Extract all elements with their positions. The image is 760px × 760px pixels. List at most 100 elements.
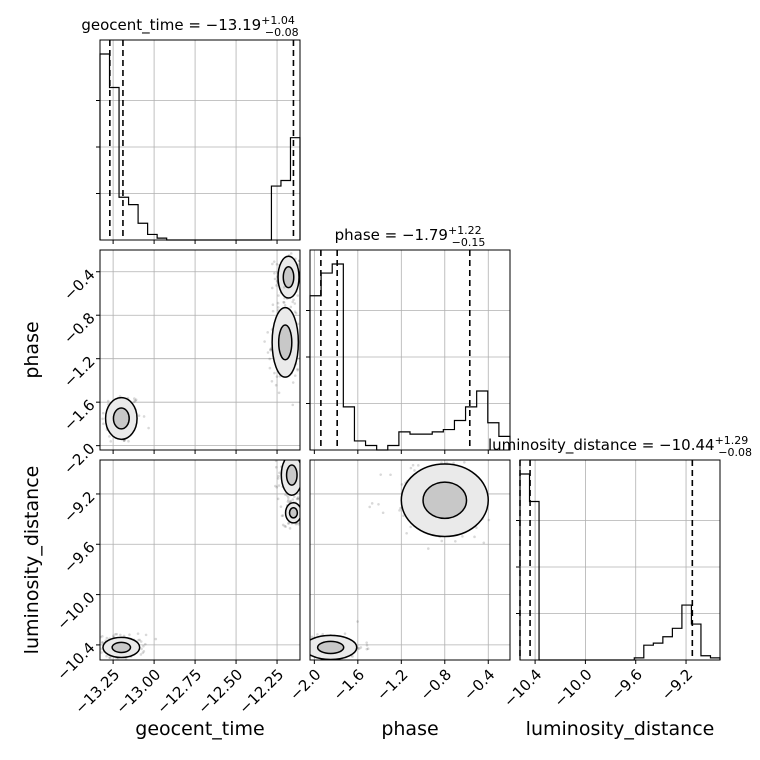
scatter-point (302, 467, 305, 470)
scatter-point (283, 304, 287, 307)
scatter-point (275, 284, 278, 287)
scatter-point (108, 435, 111, 438)
scatter-point (263, 340, 266, 343)
scatter-point (108, 656, 111, 659)
scatter-point (101, 634, 104, 638)
scatter-point (101, 411, 105, 415)
scatter-point (293, 310, 297, 314)
scatter-point (269, 348, 272, 351)
scatter-point (398, 509, 401, 512)
scatter-point (301, 484, 304, 487)
scatter-point (273, 271, 276, 275)
scatter-point (275, 375, 279, 378)
scatter-point (302, 507, 305, 510)
scatter-point (277, 294, 280, 297)
scatter-point (399, 506, 402, 510)
scatter-point (379, 473, 383, 476)
scatter-point (305, 646, 308, 649)
scatter-point (282, 285, 286, 289)
scatter-point (282, 300, 285, 304)
scatter-point (137, 638, 140, 642)
contour-inner (277, 324, 293, 361)
scatter-point (281, 514, 285, 517)
scatter-point (120, 663, 123, 666)
scatter-point (284, 525, 287, 528)
scatter-point (296, 368, 299, 372)
scatter-point (289, 499, 293, 503)
contour-inner (112, 407, 130, 430)
scatter-point (413, 469, 416, 472)
scatter-point (284, 493, 287, 497)
scatter-point (295, 455, 298, 458)
scatter-point (282, 301, 286, 304)
scatter-point (473, 535, 476, 539)
scatter-point (291, 498, 295, 501)
scatter-point (105, 654, 108, 658)
scatter-point (296, 294, 300, 297)
scatter-point (122, 439, 126, 442)
scatter-point (114, 632, 117, 636)
x-tick-label: −1.2 (373, 666, 411, 704)
panel-frame-luminosity_distance (519, 459, 721, 661)
x-tick-label: −12.50 (194, 666, 246, 718)
scatter-point (275, 485, 279, 489)
scatter-point (291, 300, 294, 304)
scatter-point (288, 527, 292, 530)
scatter-point (463, 460, 466, 464)
scatter-point (278, 471, 281, 475)
scatter-point (119, 633, 122, 637)
scatter-point (295, 497, 299, 501)
scatter-point (430, 454, 433, 457)
scatter-point (409, 466, 413, 470)
scatter-point (122, 439, 126, 442)
scatter-point (128, 633, 131, 636)
scatter-point (301, 517, 304, 520)
x-tick-label: −13.25 (71, 666, 123, 718)
panel-title: geocent_time = −13.19+1.04 −0.08 (81, 14, 298, 39)
scatter-point (427, 452, 430, 455)
contour-inner (111, 641, 132, 654)
scatter-point (461, 535, 464, 538)
scatter-point (154, 637, 158, 641)
scatter-point (293, 495, 296, 498)
scatter-point (276, 301, 280, 305)
scatter-point (139, 653, 143, 656)
scatter-luminosity_distance_vs_phase (305, 452, 491, 669)
scatter-point (305, 480, 308, 483)
scatter-point (301, 340, 304, 343)
x-tick-label: −13.00 (112, 666, 164, 718)
scatter-point (112, 634, 115, 638)
scatter-point (487, 518, 491, 522)
scatter-point (100, 647, 103, 651)
scatter-point (316, 633, 319, 636)
scatter-point (400, 483, 404, 486)
scatter-point (321, 632, 324, 636)
scatter-point (482, 541, 486, 545)
scatter-point (303, 278, 306, 281)
x-tick-label: −10.4 (500, 666, 545, 711)
x-tick-label: −0.8 (417, 666, 455, 704)
scatter-point (297, 259, 300, 262)
scatter-point (296, 322, 300, 326)
x-axis-label: phase (381, 718, 438, 740)
scatter-point (142, 644, 145, 648)
panel-title: phase = −1.79+1.22 −0.15 (335, 224, 486, 249)
scatter-point (303, 323, 306, 326)
scatter-point (344, 666, 347, 669)
scatter-point (303, 516, 306, 519)
scatter-point (134, 398, 138, 402)
scatter-point (365, 647, 369, 651)
scatter-point (127, 439, 130, 443)
panel-frame-geocent_time (99, 39, 301, 241)
scatter-point (304, 454, 307, 457)
scatter-point (292, 298, 295, 302)
y-tick-label: −10.0 (53, 588, 98, 633)
scatter-point (296, 367, 299, 371)
scatter-point (297, 523, 300, 526)
scatter-point (350, 661, 353, 664)
scatter-point (297, 259, 300, 263)
x-tick-label: −10.0 (550, 666, 595, 711)
scatter-point (276, 306, 280, 309)
scatter-point (318, 663, 321, 666)
y-tick-label: −1.2 (60, 353, 98, 391)
